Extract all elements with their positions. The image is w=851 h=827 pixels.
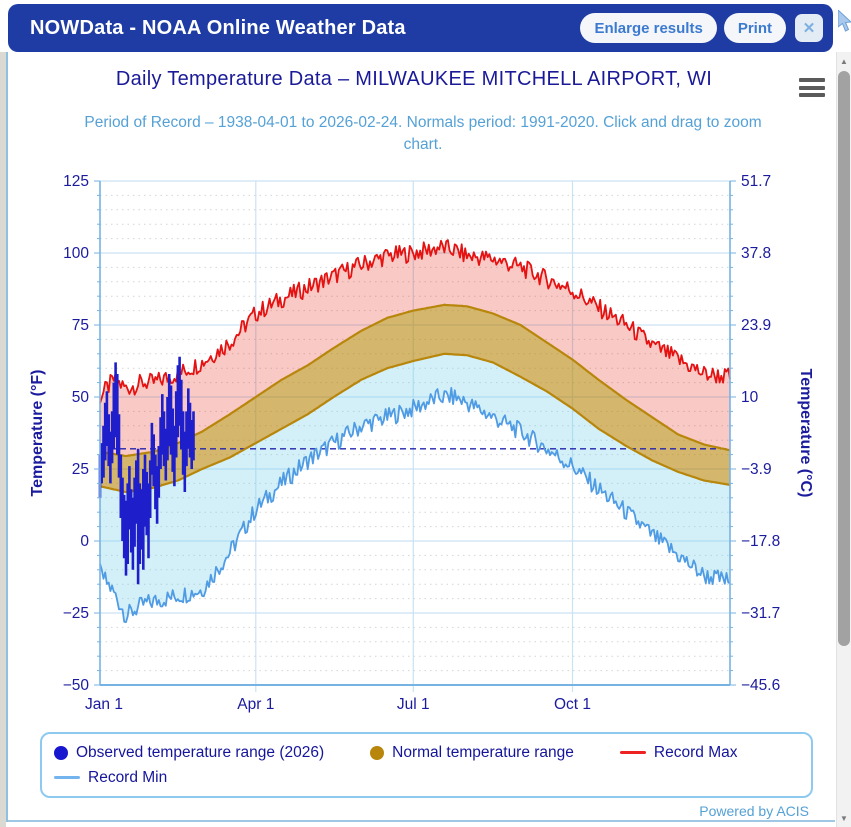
- record-min-line: [99, 387, 731, 623]
- legend-row: Record Min: [54, 765, 799, 790]
- svg-text:−50: −50: [63, 677, 90, 694]
- svg-text:51.7: 51.7: [741, 173, 771, 190]
- scrollbar-down-button[interactable]: ▼: [837, 810, 851, 826]
- svg-text:75: 75: [72, 317, 89, 334]
- axis-labels: 125 100 75 50 25 0 −25 −50 51.7 37.8 23.9 10 −3.9 −17…: [29, 173, 814, 713]
- hamburger-icon: [799, 93, 825, 97]
- svg-text:−25: −25: [63, 605, 89, 622]
- svg-text:0: 0: [80, 533, 89, 550]
- chart-legend: Observed temperature range (2026) Normal …: [40, 732, 813, 798]
- svg-text:37.8: 37.8: [741, 245, 771, 262]
- legend-item-label: Record Min: [88, 768, 168, 786]
- record-min-area: [100, 353, 730, 623]
- axes: [94, 180, 736, 686]
- legend-item-record-max[interactable]: Record Max: [619, 743, 738, 762]
- down-arrow-icon: ▼: [840, 813, 848, 823]
- hamburger-icon: [799, 85, 825, 90]
- y-axis-title-f: Temperature (°F): [29, 369, 46, 496]
- mouse-cursor: [838, 10, 851, 32]
- legend-item-record-min[interactable]: Record Min: [54, 769, 167, 787]
- legend-circle-marker: [54, 745, 68, 760]
- print-button[interactable]: Print: [723, 13, 786, 43]
- svg-text:Jul 1: Jul 1: [397, 696, 430, 713]
- chart-subtitle: Period of Record – 1938-04-01 to 2026-02…: [84, 114, 762, 153]
- legend-item-label: Observed temperature range (2026): [76, 743, 325, 761]
- legend-row: Observed temperature range (2026) Normal …: [54, 740, 799, 765]
- svg-text:Oct 1: Oct 1: [554, 696, 591, 713]
- svg-text:25: 25: [72, 461, 89, 478]
- chart-title: Daily Temperature Data – MILWAUKEE MITCH…: [115, 68, 713, 90]
- legend-circle-marker: [370, 745, 385, 760]
- scrollbar-up-button[interactable]: ▲: [837, 53, 851, 69]
- legend-line-marker: [54, 776, 80, 779]
- dialog-title: NOWData - NOAA Online Weather Data: [30, 16, 406, 39]
- dialog-titlebar: NOWData - NOAA Online Weather Data Enlar…: [8, 4, 833, 52]
- enlarge-results-button[interactable]: Enlarge results: [580, 13, 717, 43]
- legend-item-normal-temperature-range[interactable]: Normal temperature range: [370, 744, 574, 762]
- svg-text:125: 125: [63, 173, 89, 190]
- svg-text:−3.9: −3.9: [741, 461, 772, 478]
- chart-context-menu-button[interactable]: [799, 78, 825, 100]
- svg-text:−31.7: −31.7: [741, 605, 780, 622]
- normal-range-band: [100, 304, 730, 492]
- svg-text:100: 100: [63, 245, 89, 262]
- powered-by-acis-link[interactable]: Powered by ACIS: [699, 803, 809, 819]
- legend-item-label: Record Max: [653, 743, 738, 761]
- scrollbar-thumb[interactable]: [838, 71, 850, 646]
- dialog-left-border: [6, 52, 8, 822]
- svg-text:10: 10: [741, 389, 759, 406]
- svg-text:23.9: 23.9: [741, 317, 771, 334]
- svg-text:50: 50: [72, 389, 90, 406]
- close-icon: ✕: [802, 20, 816, 37]
- dialog-bottom-border: [8, 820, 835, 822]
- svg-text:−17.8: −17.8: [741, 533, 780, 550]
- record-max-line: [99, 239, 731, 404]
- up-arrow-icon: ▲: [840, 56, 848, 66]
- y-axis-title-c: Temperature (°C): [797, 369, 814, 498]
- legend-item-label: Normal temperature range: [392, 743, 574, 761]
- svg-text:Jan 1: Jan 1: [85, 696, 123, 713]
- hamburger-icon: [799, 78, 825, 82]
- normal-max-line: [99, 303, 731, 458]
- window-edge-strip: [0, 52, 6, 827]
- svg-text:−45.6: −45.6: [741, 677, 780, 694]
- normal-min-line: [99, 352, 731, 494]
- legend-item-observed-temperature-range-2026[interactable]: Observed temperature range (2026): [54, 744, 324, 762]
- scrollbar[interactable]: ▲ ▼: [836, 52, 851, 827]
- close-button[interactable]: ✕: [795, 14, 823, 42]
- legend-line-marker: [619, 751, 646, 754]
- svg-text:Apr 1: Apr 1: [237, 696, 274, 713]
